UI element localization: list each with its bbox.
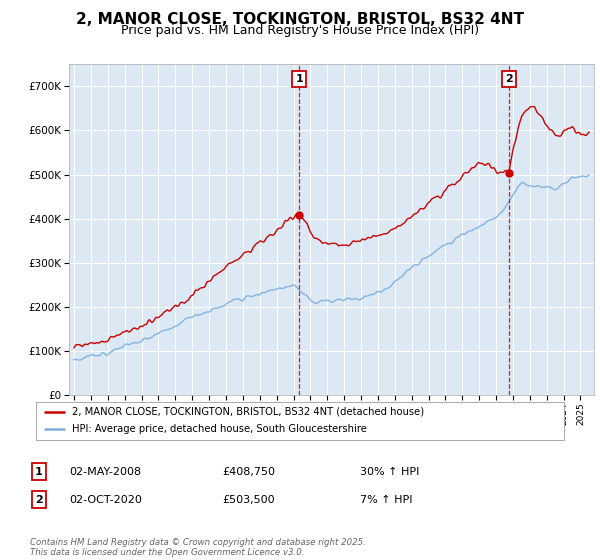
Text: HPI: Average price, detached house, South Gloucestershire: HPI: Average price, detached house, Sout… [72,424,367,435]
Text: 02-OCT-2020: 02-OCT-2020 [69,494,142,505]
Text: £503,500: £503,500 [222,494,275,505]
Text: 02-MAY-2008: 02-MAY-2008 [69,466,141,477]
Text: 2, MANOR CLOSE, TOCKINGTON, BRISTOL, BS32 4NT: 2, MANOR CLOSE, TOCKINGTON, BRISTOL, BS3… [76,12,524,27]
Text: 2: 2 [35,494,43,505]
Text: 7% ↑ HPI: 7% ↑ HPI [360,494,413,505]
Text: 2, MANOR CLOSE, TOCKINGTON, BRISTOL, BS32 4NT (detached house): 2, MANOR CLOSE, TOCKINGTON, BRISTOL, BS3… [72,407,424,417]
Text: 2: 2 [505,74,512,84]
Text: 1: 1 [296,74,304,84]
Text: 1: 1 [35,466,43,477]
Text: Contains HM Land Registry data © Crown copyright and database right 2025.
This d: Contains HM Land Registry data © Crown c… [30,538,366,557]
Text: 30% ↑ HPI: 30% ↑ HPI [360,466,419,477]
Text: £408,750: £408,750 [222,466,275,477]
Text: Price paid vs. HM Land Registry's House Price Index (HPI): Price paid vs. HM Land Registry's House … [121,24,479,37]
